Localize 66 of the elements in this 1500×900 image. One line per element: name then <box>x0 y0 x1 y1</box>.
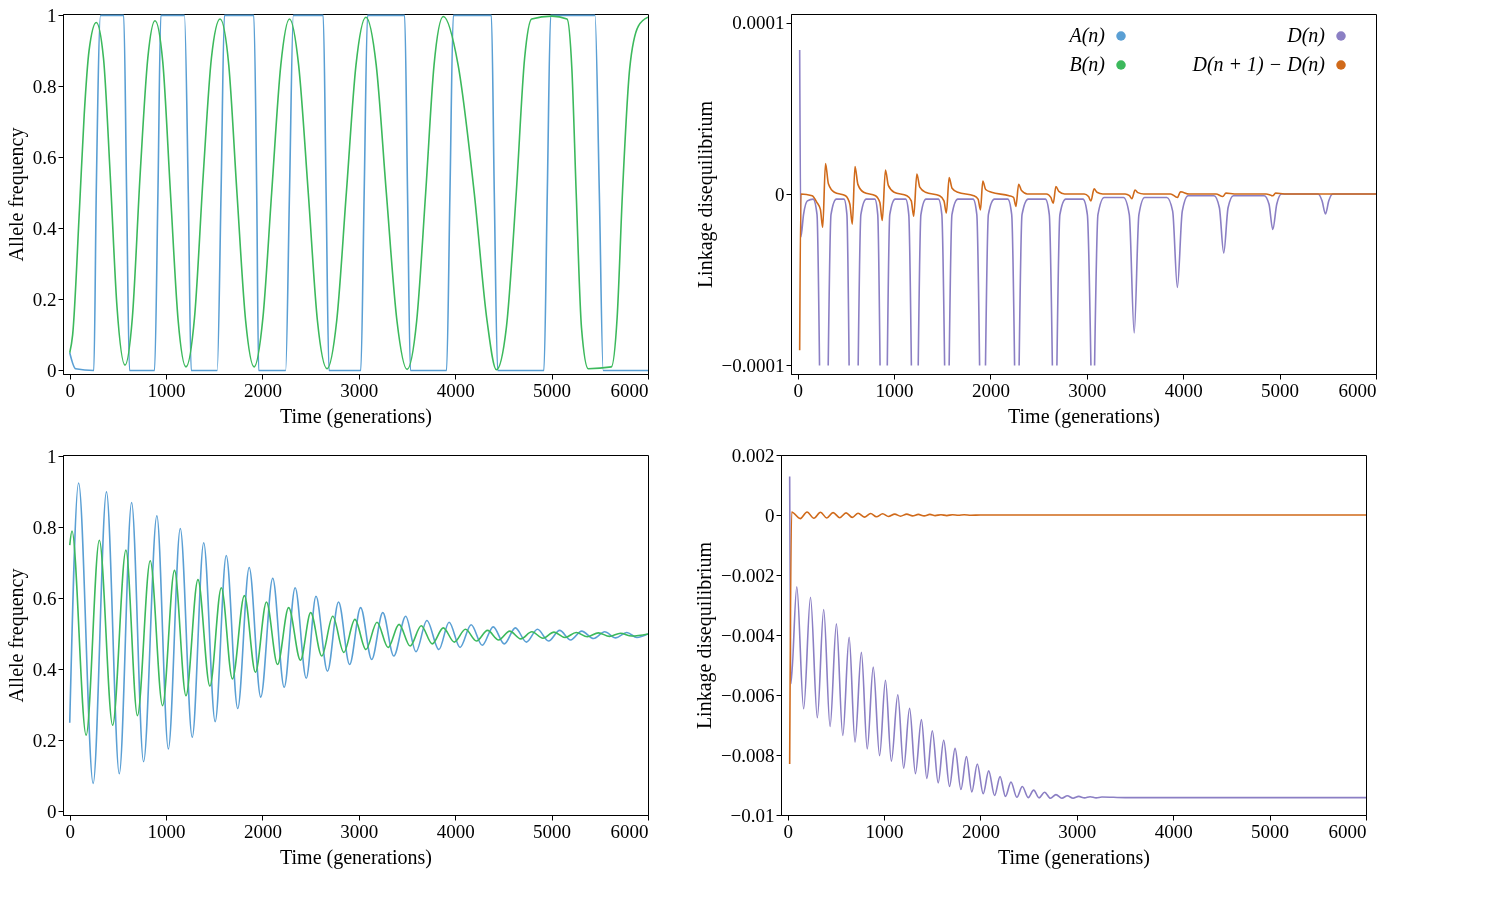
x-tick-label: 4000 <box>436 379 475 401</box>
x-tick-label: 3000 <box>340 379 379 401</box>
x-tick-label: 2000 <box>962 820 1000 842</box>
y-tick-label: 0.6 <box>32 587 57 609</box>
line-series <box>788 511 1366 765</box>
legend-label: D(n + 1) − D(n) <box>1191 53 1326 76</box>
y-tick-label: 1 <box>47 445 57 467</box>
legend-label: A(n) <box>1067 24 1106 47</box>
y-tick-label: 0.002 <box>731 444 775 466</box>
y-tick-label: −0.002 <box>721 564 775 586</box>
x-tick-label: 3000 <box>1058 820 1097 842</box>
line-series <box>798 162 1376 352</box>
line-series <box>68 530 648 736</box>
y-axis-title: Linkage disequilibrium <box>693 541 717 730</box>
x-tick-label: 1000 <box>865 820 904 842</box>
y-tick-label: 0 <box>47 800 57 822</box>
y-tick-label: −0.01 <box>730 804 775 826</box>
y-tick-label: 0.2 <box>32 288 57 310</box>
x-tick-label: 2000 <box>244 379 282 401</box>
y-tick-label: 1 <box>47 4 57 26</box>
x-tick-label: 2000 <box>244 820 282 842</box>
y-tick-label: 0 <box>765 504 775 526</box>
y-axis-title: Allele frequency <box>4 127 28 262</box>
x-tick-label: 6000 <box>610 820 649 842</box>
y-tick-label: 0.4 <box>32 658 57 680</box>
x-axis-title: Time (generations) <box>1007 404 1161 428</box>
x-tick-label: 6000 <box>610 379 649 401</box>
x-tick-label: 3000 <box>340 820 379 842</box>
line-series <box>788 475 1366 799</box>
y-tick-label: −0.004 <box>721 624 775 646</box>
x-tick-label: 5000 <box>1251 820 1290 842</box>
x-tick-label: 5000 <box>533 820 572 842</box>
x-tick-label: 0 <box>65 820 75 842</box>
x-tick-label: 0 <box>793 379 803 401</box>
x-tick-label: 5000 <box>1261 379 1300 401</box>
x-tick-label: 6000 <box>1328 820 1367 842</box>
x-tick-label: 5000 <box>533 379 572 401</box>
y-tick-label: 0.2 <box>32 729 57 751</box>
x-axis-title: Time (generations) <box>997 845 1151 869</box>
x-tick-label: 4000 <box>1154 820 1193 842</box>
line-series <box>68 482 648 785</box>
x-tick-label: 1000 <box>147 379 186 401</box>
x-axis-title: Time (generations) <box>279 404 433 428</box>
y-tick-label: 0.4 <box>32 217 57 239</box>
x-tick-label: 0 <box>65 379 75 401</box>
x-tick-label: 1000 <box>147 820 186 842</box>
legend-label: B(n) <box>1069 53 1106 76</box>
legend-label: D(n) <box>1286 24 1326 47</box>
x-axis-title: Time (generations) <box>279 845 433 869</box>
y-tick-label: −0.0001 <box>721 354 785 376</box>
y-tick-label: 0.8 <box>32 75 57 97</box>
x-tick-label: 4000 <box>436 820 475 842</box>
x-tick-label: 2000 <box>972 379 1010 401</box>
y-tick-label: 0.6 <box>32 146 57 168</box>
x-tick-label: 1000 <box>875 379 914 401</box>
y-tick-label: 0.0001 <box>732 12 785 34</box>
y-axis-title: Allele frequency <box>4 568 28 703</box>
y-tick-label: 0 <box>775 183 785 205</box>
x-tick-label: 3000 <box>1068 379 1107 401</box>
y-tick-label: 0.8 <box>32 516 57 538</box>
x-tick-label: 4000 <box>1164 379 1203 401</box>
y-tick-label: 0 <box>47 359 57 381</box>
y-axis-title: Linkage disequilibrium <box>693 100 717 289</box>
y-tick-label: −0.008 <box>721 744 775 766</box>
y-tick-label: −0.006 <box>721 684 775 706</box>
x-tick-label: 6000 <box>1338 379 1377 401</box>
